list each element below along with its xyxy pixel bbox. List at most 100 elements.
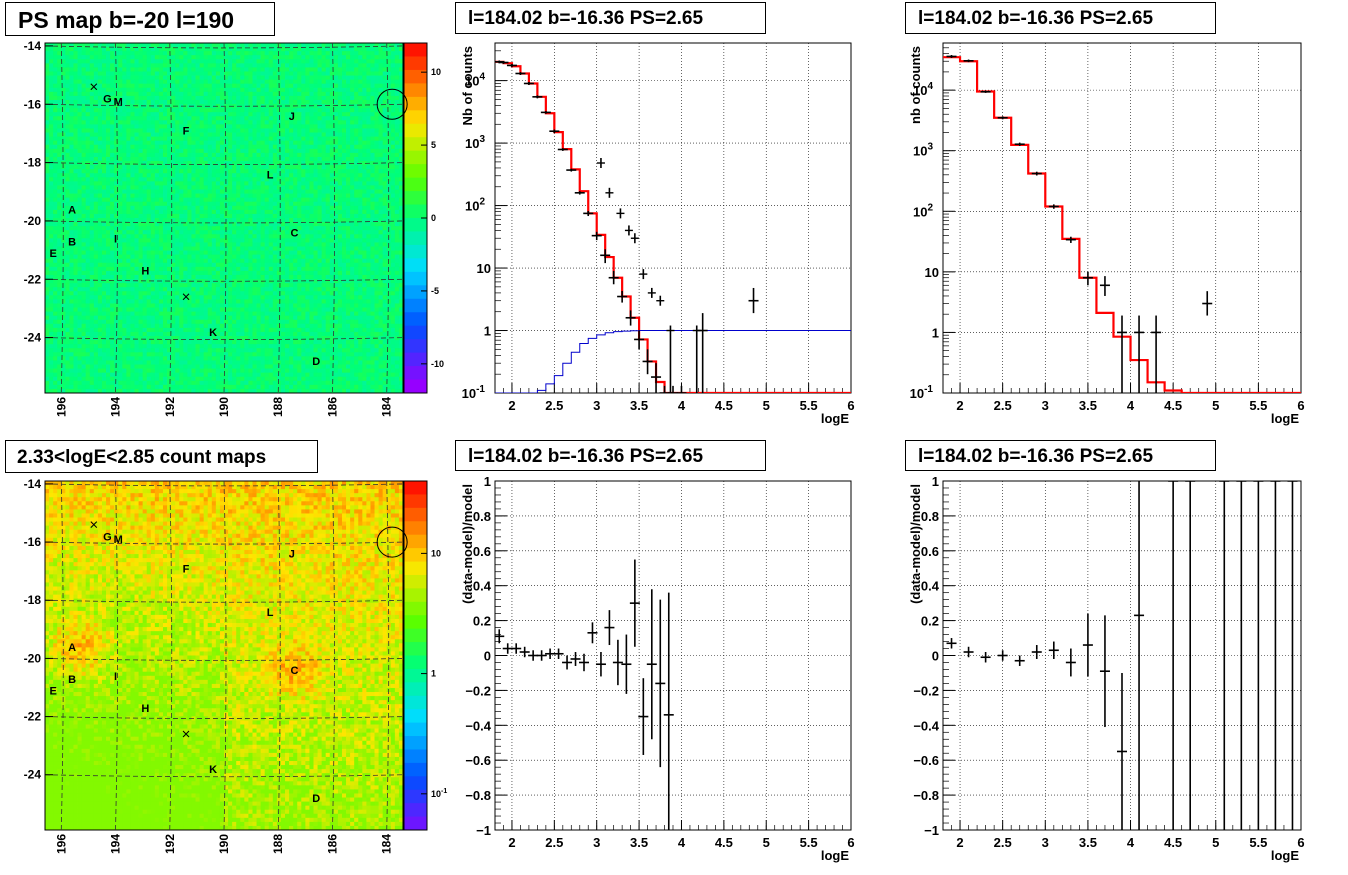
count-map-colorbar-swatch	[404, 534, 427, 549]
ps-map-colorbar-swatch	[404, 164, 427, 179]
count-map-grid-b--20	[44, 658, 404, 661]
ps-map-cbar-label--10: -10	[431, 359, 444, 369]
spectrum-left-ylabel: Nb of counts	[460, 46, 475, 125]
spectrum-left-title: l=184.02 b=-16.36 PS=2.65	[455, 2, 766, 34]
ps-map-colorbar-swatch	[404, 150, 427, 165]
residual-right-xtick-2: 2	[956, 835, 963, 850]
ps-map-xtick-188: 188	[271, 397, 285, 417]
count-map-target-circle	[376, 526, 408, 558]
count-map-colorbar-swatch	[404, 561, 427, 576]
ps-map-grid-b--18	[44, 162, 404, 165]
spectrum-right-xtick-3.5: 3.5	[1079, 398, 1097, 413]
count-map-xtick-184: 184	[380, 834, 394, 854]
count-map-grid-b--24	[44, 774, 404, 778]
spectrum-left-ytick-3: 102	[465, 197, 485, 214]
spectrum-left-frame	[494, 42, 852, 394]
spectrum-left-xtick-4.5: 4.5	[715, 398, 733, 413]
residual-left-ytick-−0.6: −0.6	[465, 753, 491, 768]
ps-map-colorbar-swatch	[404, 312, 427, 327]
count-map-colorbar-swatch	[404, 481, 427, 495]
spectrum-right-xtick-4.5: 4.5	[1164, 398, 1182, 413]
count-map-colorbar-swatch	[404, 736, 427, 750]
spectrum-right-xtick-2: 2	[956, 398, 963, 413]
ps-map-colorbar-swatch	[404, 123, 427, 138]
ps-map-ytick--14: -14	[24, 39, 42, 53]
spectrum-right-xtick-6: 6	[1297, 398, 1304, 413]
count-map-cbar-label-1: 1	[431, 669, 436, 679]
count-map-source-A: A	[68, 642, 76, 654]
spectrum-right-model-step-0	[943, 56, 1301, 393]
residual-left-ytick-0: 0	[484, 649, 491, 664]
count-map-colorbar-swatch	[404, 655, 427, 670]
spectrum-left-ytick-4: 103	[465, 134, 485, 151]
ps-map-colorbar-swatch	[404, 177, 427, 192]
count-map-grid-b--14	[44, 483, 404, 487]
spectrum-left-ytick-5: 104	[465, 72, 485, 89]
count-map-source-D: D	[312, 793, 320, 805]
spectrum-right-xtick-4: 4	[1127, 398, 1135, 413]
spectrum-left-xtick-3.5: 3.5	[630, 398, 648, 413]
spectrum-left-xtick-3: 3	[593, 398, 600, 413]
ps-map-colorbar-swatch	[404, 204, 427, 219]
residual-right-ytick-−0.2: −0.2	[913, 683, 939, 698]
residual-left-xtick-3.5: 3.5	[630, 835, 648, 850]
ps-map-source-C: C	[291, 228, 299, 240]
ps-map-colorbar-swatch	[404, 352, 427, 367]
count-map-xtick-192: 192	[163, 834, 177, 854]
residual-right-title: l=184.02 b=-16.36 PS=2.65	[905, 440, 1216, 471]
spectrum-right-xtick-2.5: 2.5	[994, 398, 1012, 413]
count-map-source-K: K	[209, 764, 217, 776]
ps-map-colorbar-swatch	[404, 271, 427, 286]
count-map-ytick--14: -14	[24, 477, 42, 491]
ps-map-grid-b--20	[44, 220, 404, 224]
count-map-grid-b--16	[44, 541, 404, 545]
ps-map-source-I: I	[114, 233, 117, 245]
ps-map-grid-b--16	[44, 103, 404, 107]
ps-map-cbar-label--5: -5	[431, 286, 439, 296]
count-map-colorbar-swatch	[404, 695, 427, 710]
ps-map-source-H: H	[141, 266, 149, 278]
ps-map-ytick--22: -22	[24, 272, 42, 286]
residual-right-ylabel: (data-model)/model	[908, 484, 923, 604]
residual-left-ytick-0.4: 0.4	[473, 579, 492, 594]
ps-map-grid-b--22	[44, 278, 404, 282]
ps-map-source-B: B	[68, 236, 76, 248]
ps-map-xtick-190: 190	[217, 397, 231, 417]
count-map-xtick-196: 196	[54, 834, 68, 854]
ps-map-ytick--18: -18	[24, 156, 42, 170]
residual-right-ytick-−0.4: −0.4	[913, 718, 939, 733]
count-map-colorbar-swatch	[404, 789, 427, 804]
count-map-ytick--24: -24	[24, 768, 42, 782]
ps-map-colorbar-swatch	[404, 379, 427, 394]
ps-map-colorbar-swatch	[404, 231, 427, 246]
ps-map-cbar-label-10: 10	[431, 67, 441, 77]
spectrum-right-ytick-2: 10	[925, 265, 939, 280]
count-map-source-M: M	[114, 534, 123, 546]
ps-map-colorbar-swatch	[404, 366, 427, 381]
ps-map-cbar-label-5: 5	[431, 140, 436, 150]
ps-map-xtick-184: 184	[380, 397, 394, 417]
residual-right-xtick-5.5: 5.5	[1249, 835, 1267, 850]
ps-map-source-K: K	[209, 327, 217, 339]
residual-left-ytick-0.2: 0.2	[473, 614, 491, 629]
ps-map-colorbar-swatch	[404, 110, 427, 125]
ps-map-source-L: L	[267, 169, 274, 181]
residual-left-ytick-−1: −1	[476, 823, 491, 838]
residual-left-ytick-0.8: 0.8	[473, 509, 491, 524]
residual-left-ylabel: (data-model)/model	[460, 484, 475, 604]
count-map-source-E: E	[49, 685, 56, 697]
residual-right-ytick-−1: −1	[924, 823, 939, 838]
count-map-xtick-188: 188	[271, 834, 285, 854]
residual-left-title: l=184.02 b=-16.36 PS=2.65	[455, 440, 766, 471]
residual-right-ytick-0: 0	[932, 649, 939, 664]
spectrum-left-xtick-6: 6	[847, 398, 854, 413]
count-map-source-J: J	[289, 549, 295, 561]
ps-map-cross-mark-1	[182, 293, 190, 301]
spectrum-left-model-step-1	[495, 330, 851, 393]
residual-right-ytick-0.6: 0.6	[921, 544, 939, 559]
residual-left-xtick-4.5: 4.5	[715, 835, 733, 850]
count-map-source-F: F	[183, 563, 190, 575]
count-map-source-C: C	[291, 665, 299, 677]
residual-right-ytick-−0.8: −0.8	[913, 788, 939, 803]
